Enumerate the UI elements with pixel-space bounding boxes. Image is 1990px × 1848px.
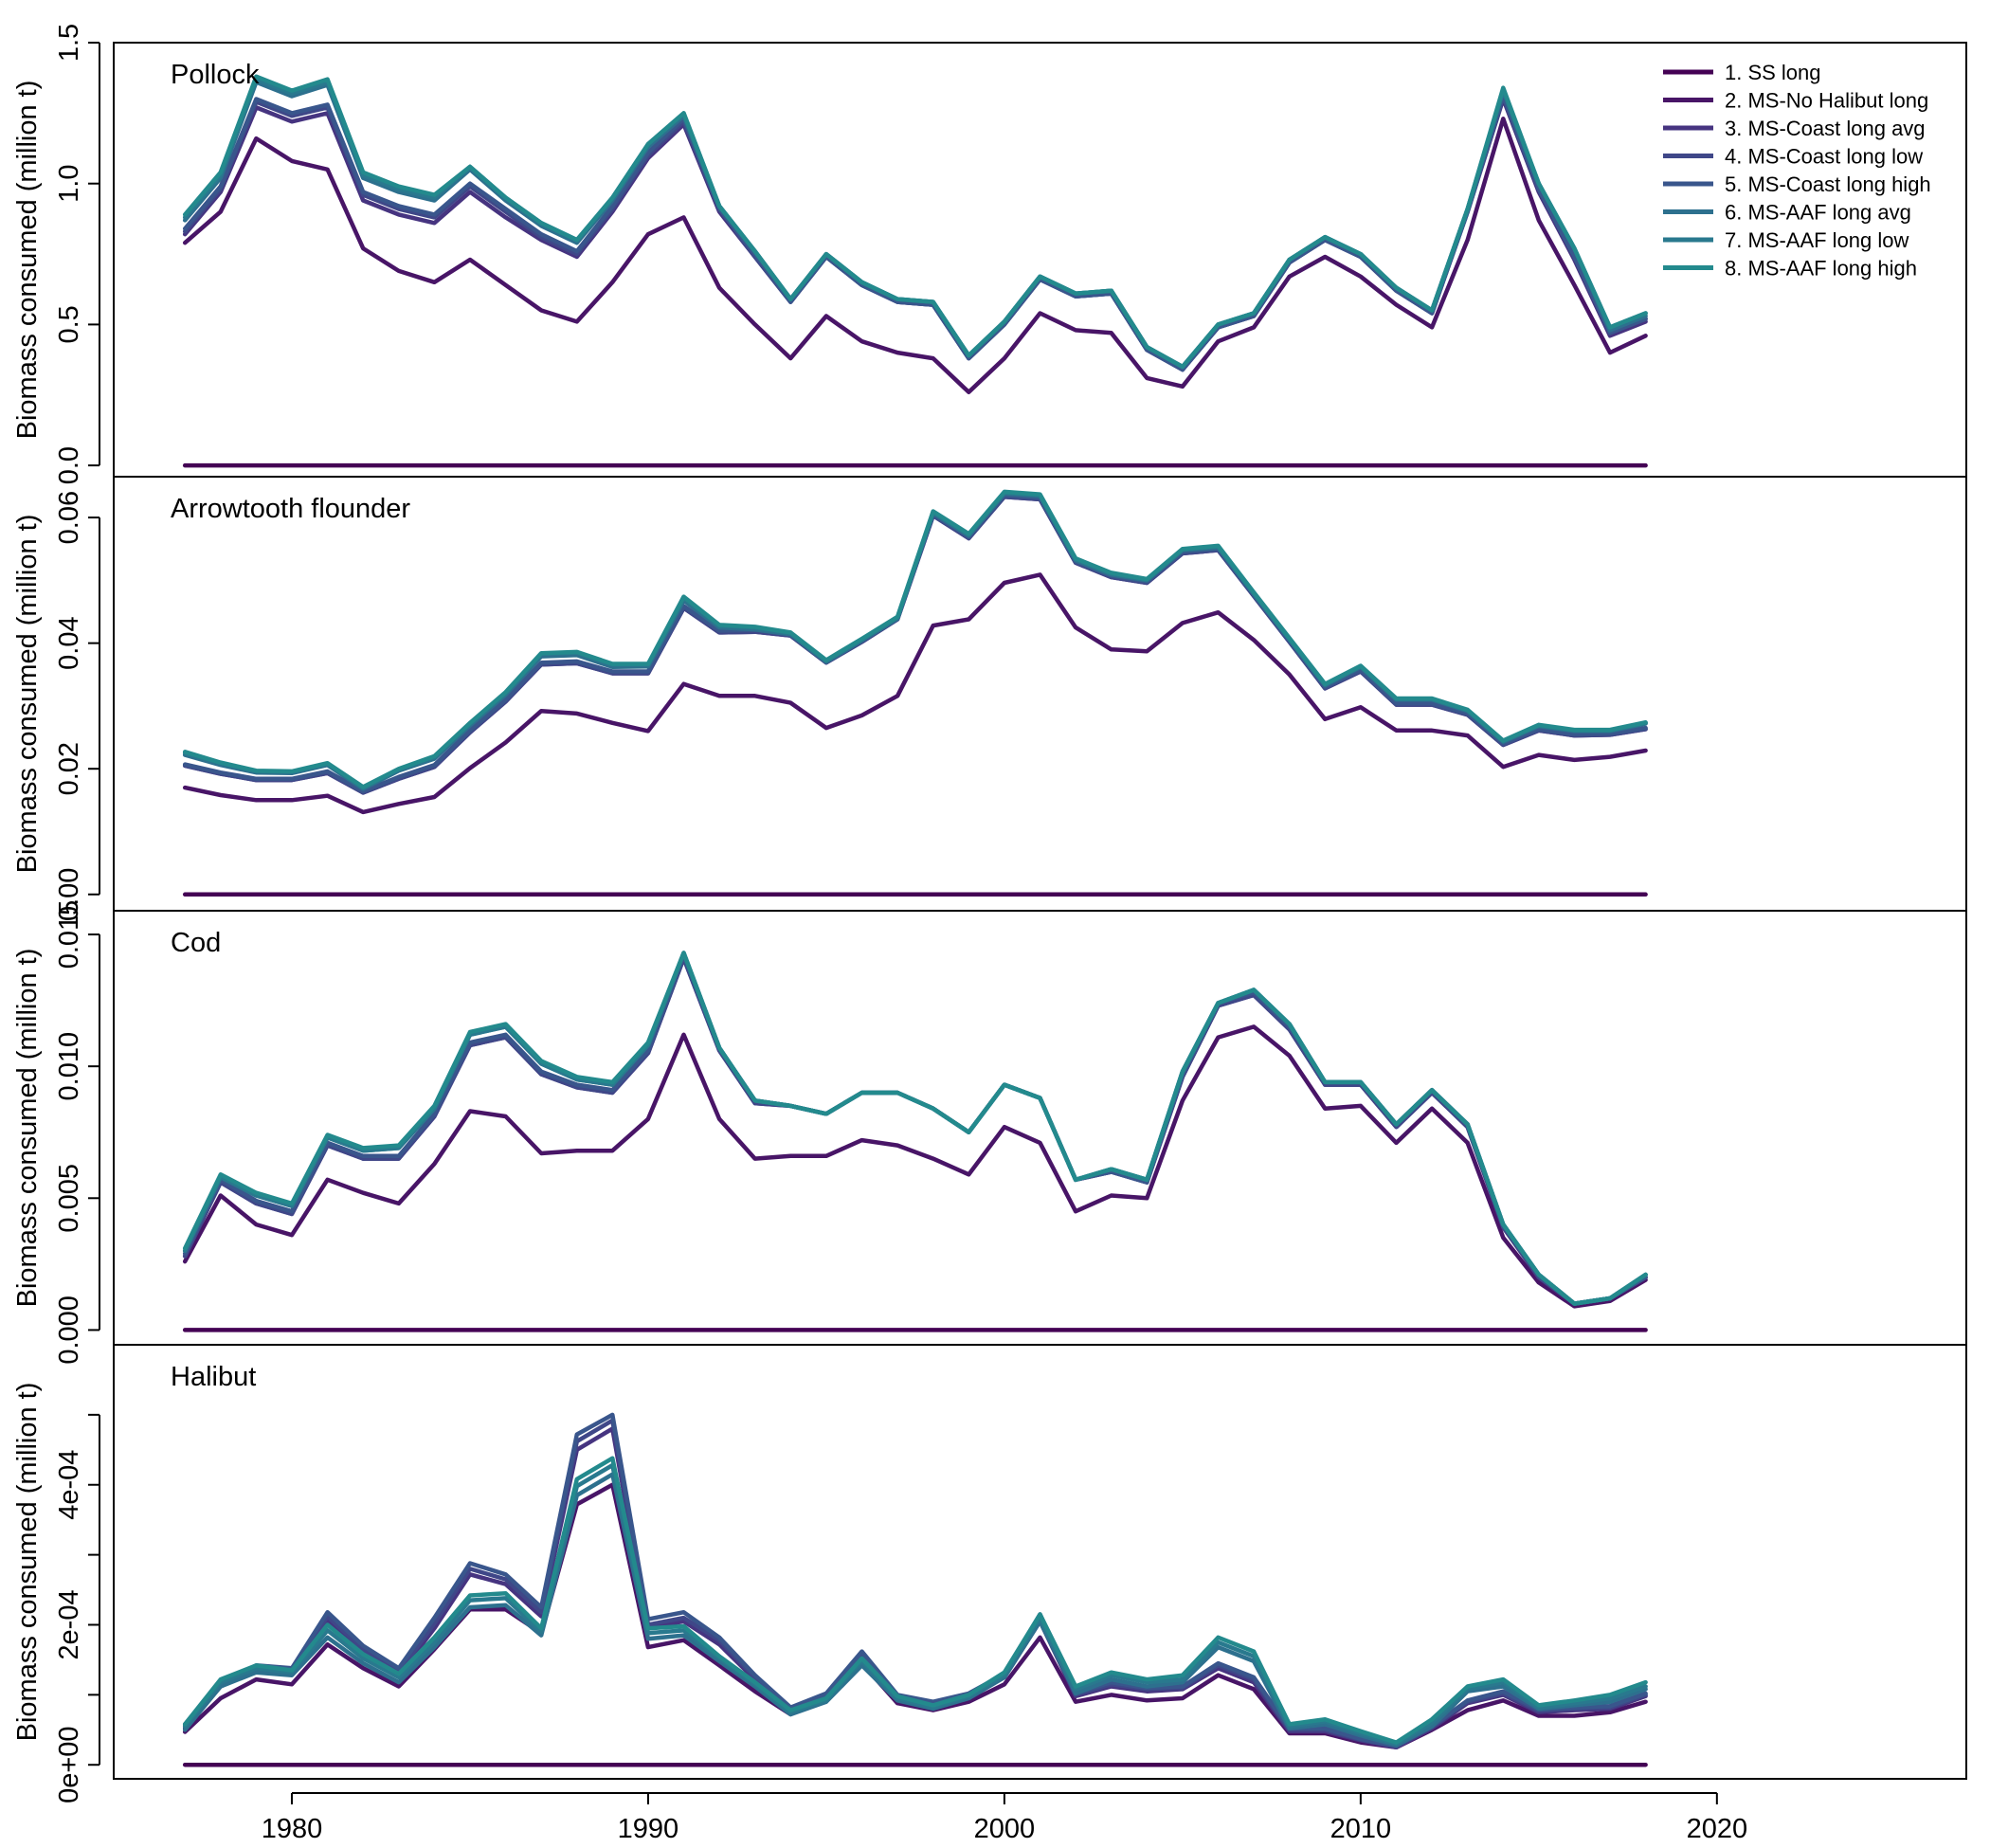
legend-entry: 7. MS-AAF long low	[1663, 228, 1909, 252]
panel-title: Halibut	[171, 1362, 256, 1392]
y-tick-label: 0.00	[54, 868, 84, 921]
panel-frame	[113, 1344, 1967, 1780]
series-line-5	[182, 94, 1648, 372]
y-tick-label: 0.5	[54, 305, 84, 343]
series-line-8	[182, 951, 1648, 1306]
legend-label: 4. MS-Coast long low	[1725, 145, 1923, 169]
y-tick-label: 2e-04	[54, 1589, 84, 1659]
x-tick-label: 1980	[262, 1814, 323, 1844]
series-line-5	[182, 1412, 1648, 1748]
y-axis-label: Biomass consumed (million t)	[12, 515, 43, 874]
legend-label: 5. MS-Coast long high	[1725, 172, 1931, 196]
series-line-2	[182, 572, 1648, 815]
panel-title: Pollock	[171, 60, 260, 90]
panel-frame	[113, 42, 1967, 478]
series-line-2	[182, 117, 1648, 395]
legend-label: 1. SS long	[1725, 61, 1821, 84]
legend-label: 7. MS-AAF long low	[1725, 228, 1909, 252]
legend-entry: 6. MS-AAF long avg	[1663, 201, 1911, 225]
x-tick-label: 1990	[618, 1814, 679, 1844]
legend: 1. SS long 2. MS-No Halibut long 3. MS-Coa…	[1663, 61, 1931, 281]
x-tick-label: 2020	[1687, 1814, 1748, 1844]
y-tick-label: 0e+00	[54, 1726, 84, 1803]
series-line-6	[182, 951, 1648, 1306]
panel-3: Halibut 0e+00 2e-04 4e-04 Biomass consumed (…	[12, 1344, 1967, 1803]
series-line-8	[182, 74, 1648, 370]
y-axis-label: Biomass consumed (million t)	[12, 81, 43, 440]
legend-entry: 3. MS-Coast long avg	[1663, 117, 1926, 140]
series-line-8	[182, 489, 1648, 789]
legend-entry: 2. MS-No Halibut long	[1663, 89, 1928, 113]
series-line-6	[182, 491, 1648, 791]
y-tick-label: 1.0	[54, 165, 84, 203]
series-line-8	[182, 1456, 1648, 1745]
legend-entry: 1. SS long	[1663, 61, 1821, 84]
legend-entry: 4. MS-Coast long low	[1663, 145, 1923, 169]
x-tick-label: 2000	[974, 1814, 1036, 1844]
panels: Pollock 0.0 0.5 1.0 1.5 Biomass consumed (mil…	[12, 24, 1967, 1803]
legend-entry: 8. MS-AAF long high	[1663, 257, 1917, 281]
series-line-7	[182, 490, 1648, 790]
series-line-5	[182, 493, 1648, 794]
series-line-4	[182, 94, 1648, 372]
y-tick-label: 0.06	[54, 491, 84, 544]
panel-frame	[113, 910, 1967, 1346]
panel-title: Cod	[171, 928, 221, 958]
legend-label: 6. MS-AAF long avg	[1725, 201, 1911, 225]
series-line-5	[182, 953, 1648, 1306]
legend-label: 2. MS-No Halibut long	[1725, 89, 1928, 113]
legend-entry: 5. MS-Coast long high	[1663, 172, 1931, 196]
y-tick-label: 0.000	[54, 1295, 84, 1365]
y-tick-label: 0.010	[54, 1032, 84, 1101]
series-line-2	[182, 1482, 1648, 1750]
series-line-7	[182, 951, 1648, 1306]
panel-title: Arrowtooth flounder	[171, 494, 410, 524]
y-tick-label: 4e-04	[54, 1450, 84, 1520]
series-line-3	[182, 955, 1648, 1306]
x-tick-label: 2010	[1330, 1814, 1392, 1844]
y-tick-label: 0.015	[54, 900, 84, 969]
legend-label: 3. MS-Coast long avg	[1725, 117, 1926, 140]
y-tick-label: 0.04	[54, 616, 84, 669]
y-axis-label: Biomass consumed (million t)	[12, 1383, 43, 1742]
series-line-3	[182, 97, 1648, 372]
legend-label: 8. MS-AAF long high	[1725, 257, 1917, 281]
y-tick-label: 0.005	[54, 1164, 84, 1233]
panel-1: Arrowtooth flounder 0.00 0.02 0.04 0.06 Bioma…	[12, 476, 1967, 921]
series-line-2	[182, 1024, 1648, 1309]
series-line-4	[182, 494, 1648, 795]
y-tick-label: 0.0	[54, 446, 84, 484]
y-tick-label: 0.02	[54, 742, 84, 795]
series-line-4	[182, 955, 1648, 1306]
panel-0: Pollock 0.0 0.5 1.0 1.5 Biomass consumed (mil…	[12, 24, 1967, 484]
series-line-3	[182, 494, 1648, 795]
y-tick-label: 1.5	[54, 24, 84, 62]
panel-frame	[113, 476, 1967, 912]
y-axis-label: Biomass consumed (million t)	[12, 949, 43, 1308]
x-axis: 1980 1990 2000 2010 2020	[262, 1792, 1748, 1844]
panel-2: Cod 0.000 0.005 0.010 0.015 Biomass consumed …	[12, 900, 1967, 1365]
